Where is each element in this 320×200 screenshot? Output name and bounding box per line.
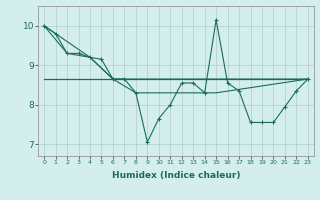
X-axis label: Humidex (Indice chaleur): Humidex (Indice chaleur) — [112, 171, 240, 180]
